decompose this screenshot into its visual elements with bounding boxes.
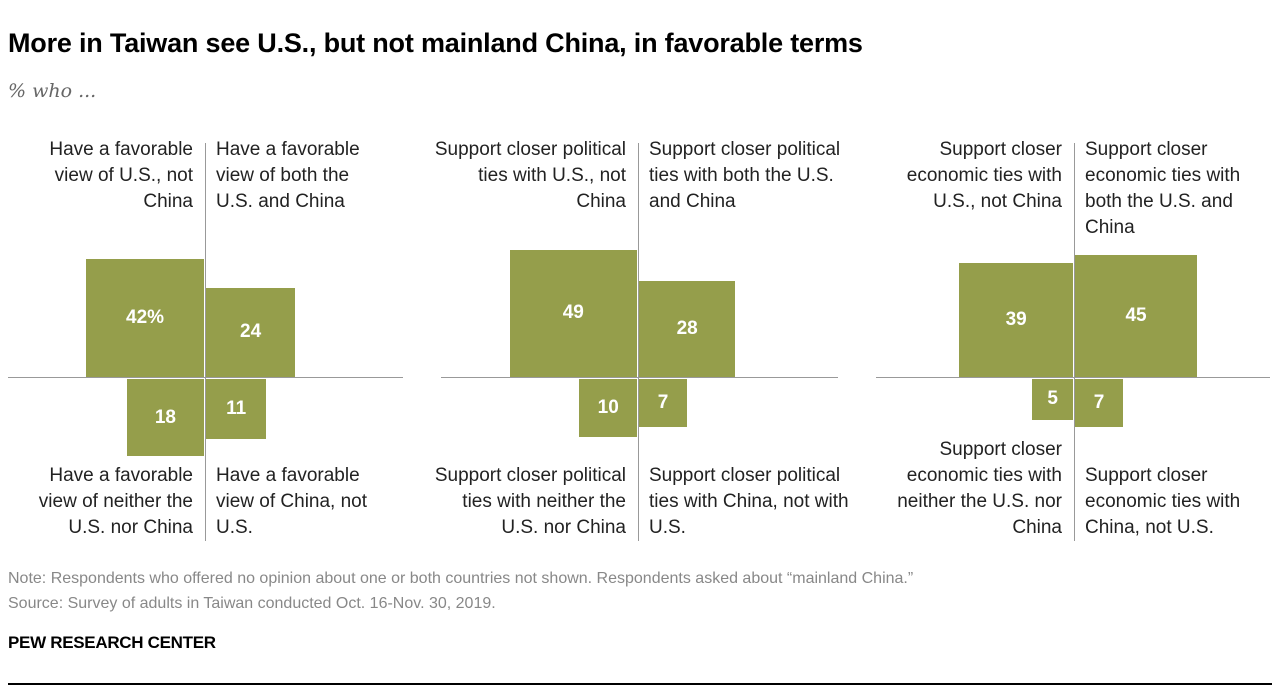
quadrant-label-top-left: Support closer political ties with U.S.,… — [434, 139, 626, 212]
square-bottom-right — [206, 379, 267, 440]
quadrant-label-top-left: Have a favorable view of U.S., not China — [49, 139, 193, 212]
value-label: 11 — [226, 398, 247, 420]
square-top-right — [206, 287, 296, 377]
quadrant-label-bottom-right: Have a favorable view of China, not U.S. — [216, 465, 368, 538]
chart-title: More in Taiwan see U.S., but not mainlan… — [8, 28, 863, 58]
horizontal-axis — [876, 377, 1270, 378]
quadrant-label-top-right: Support closer economic ties with both t… — [1085, 139, 1241, 238]
value-label: 10 — [597, 396, 619, 418]
horizontal-axis — [441, 377, 838, 378]
value-label: 42% — [126, 307, 165, 329]
square-top-right — [639, 280, 736, 377]
quadrant-label-bottom-left: Have a favorable view of neither the U.S… — [38, 465, 193, 538]
source-text: Source: Survey of adults in Taiwan condu… — [8, 595, 496, 612]
quadrant-label-bottom-left: Support closer economic ties with neithe… — [897, 439, 1062, 538]
square-bottom-left — [579, 379, 637, 437]
brand-logo-text: PEW RESEARCH CENTER — [8, 633, 216, 652]
square-top-left — [959, 263, 1073, 377]
square-top-right — [1075, 254, 1198, 377]
value-label: 49 — [562, 302, 584, 324]
square-top-left — [86, 259, 204, 377]
square-bottom-left — [126, 379, 204, 457]
quadrant-charts: 42% Have a favorable view of U.S., not Ch… — [8, 139, 1270, 541]
quadrant-label-top-left: Support closer economic ties with U.S., … — [906, 139, 1062, 212]
quadrant-label-bottom-left: Support closer political ties with neith… — [434, 465, 626, 538]
quadrant-label-bottom-right: Support closer political ties with China… — [649, 465, 849, 538]
quadrant-label-bottom-right: Support closer economic ties with China,… — [1085, 465, 1241, 538]
value-label: 24 — [240, 321, 262, 343]
footnote: Note: Respondents who offered no opinion… — [8, 566, 913, 616]
square-bottom-left — [1032, 379, 1073, 420]
value-label: 7 — [657, 392, 669, 414]
square-bottom-right — [1075, 379, 1124, 428]
note-text: Note: Respondents who offered no opinion… — [8, 570, 914, 587]
value-label: 28 — [676, 317, 698, 339]
quadrant-label-top-right: Support closer political ties with both … — [649, 139, 841, 212]
vertical-axis — [205, 143, 206, 541]
value-label: 5 — [1047, 388, 1058, 410]
value-label: 7 — [1093, 392, 1105, 414]
vertical-axis — [1074, 143, 1075, 541]
value-label: 45 — [1125, 304, 1147, 326]
square-bottom-right — [639, 379, 688, 428]
square-top-left — [509, 249, 637, 377]
value-label: 39 — [1005, 309, 1027, 331]
value-label: 18 — [154, 406, 176, 428]
quadrant-label-top-right: Have a favorable view of both the U.S. a… — [216, 139, 360, 212]
chart-subtitle: % who ... — [8, 80, 97, 102]
vertical-axis — [638, 143, 639, 541]
bottom-rule — [8, 683, 1272, 685]
